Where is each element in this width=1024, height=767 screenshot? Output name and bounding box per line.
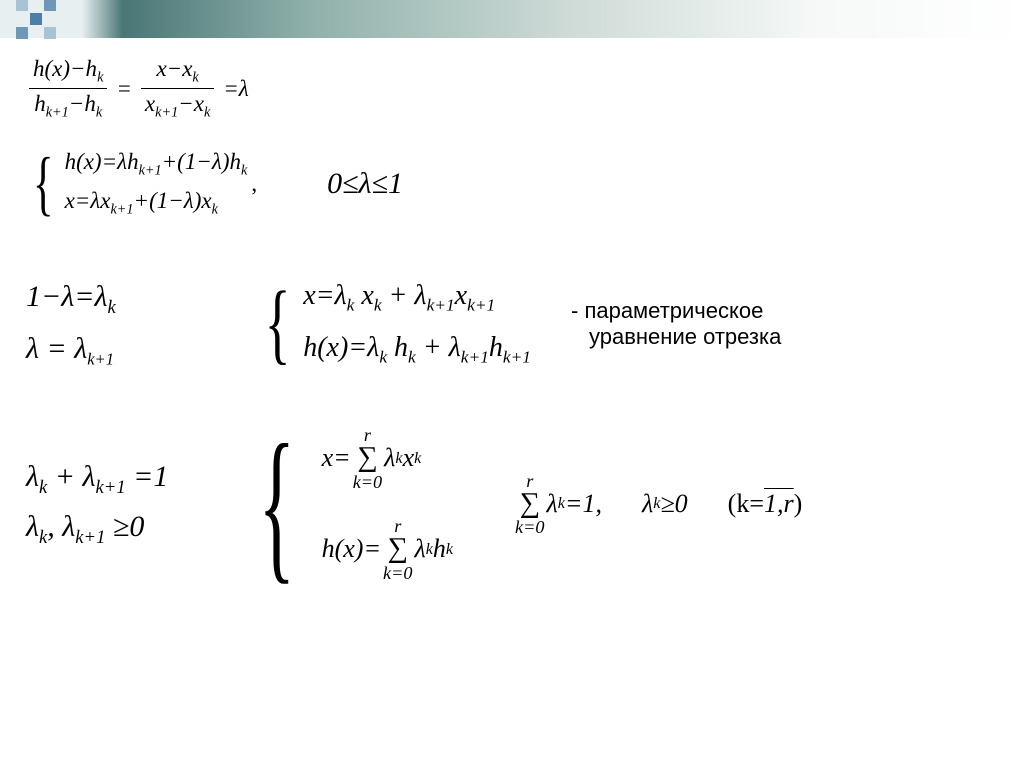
slide-top-bar (0, 0, 1024, 38)
equation-1: h(x)−hk hk+1−hk = x−xk xk+1−xk =λ (26, 56, 998, 121)
equation-3-row: 1−λ=λk λ = λk+1 { x=λk xk + λk+1xk+1 h(x… (26, 279, 998, 369)
annotation-parametric: - параметрическое уравнение отрезка (571, 298, 781, 350)
equation-2: { h(x)=λhk+1+(1−λ)hk x=λxk+1+(1−λ)xk , 0… (26, 147, 998, 219)
slide-content: h(x)−hk hk+1−hk = x−xk xk+1−xk =λ { h(x)… (0, 38, 1024, 589)
equation-4-row: λk + λk+1 =1 λk, λk+1 ≥0 { x= r ∑ k=0 λk… (26, 419, 998, 589)
decor-squares (16, 0, 56, 39)
